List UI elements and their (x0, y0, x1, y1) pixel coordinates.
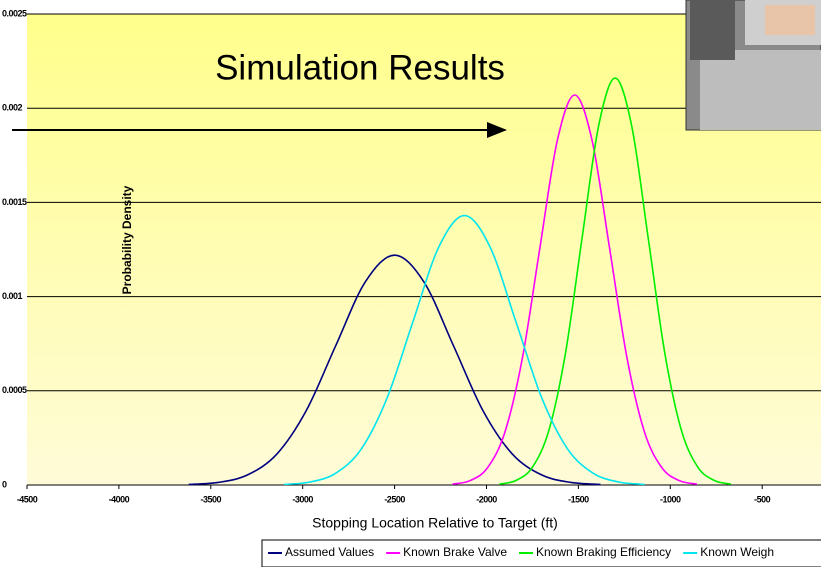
y-tick-label: 0.0025 (2, 8, 27, 18)
x-tick-label: -4500 (17, 494, 38, 504)
y-tick-label: 0.0005 (2, 385, 27, 395)
x-tick-label: -500 (754, 494, 771, 504)
y-tick-label: 0.002 (2, 103, 23, 113)
legend-label: Assumed Values (285, 545, 374, 559)
legend-label: Known Braking Efficiency (536, 545, 671, 559)
y-tick-label: 0.001 (2, 291, 23, 301)
x-tick-label: -1500 (568, 494, 589, 504)
x-axis-label: Stopping Location Relative to Target (ft… (312, 515, 558, 531)
x-tick-label: -2500 (384, 494, 405, 504)
y-tick-label: 0 (2, 479, 7, 489)
x-tick-label: -3500 (201, 494, 222, 504)
y-axis-label: Probability Density (120, 185, 134, 294)
x-tick-label: -1000 (660, 494, 681, 504)
x-tick-label: -3000 (292, 494, 313, 504)
y-tick-label: 0.0015 (2, 197, 27, 207)
chart-title: Simulation Results (215, 48, 505, 87)
legend-label: Known Weigh (700, 545, 774, 559)
legend-label: Known Brake Valve (403, 545, 507, 559)
x-tick-label: -4000 (109, 494, 130, 504)
slide: 0 0.0005 0.001 0.0015 0.002 0.0025 -4500 -4000 -… (0, 0, 821, 567)
x-tick-label: -2000 (476, 494, 497, 504)
photo (686, 0, 821, 130)
